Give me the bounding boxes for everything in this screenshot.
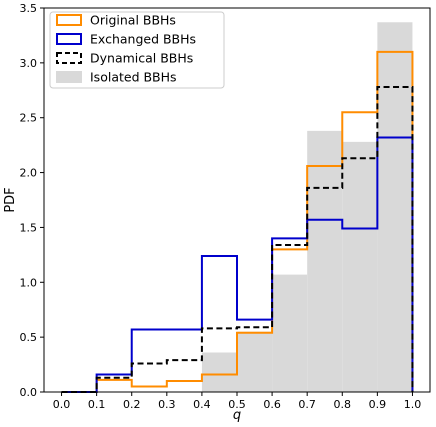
legend-label-exchanged-bbhs: Exchanged BBHs [90,32,196,47]
x-tick-label: 0.3 [158,398,176,411]
legend-box [49,11,225,89]
isolated-bar [307,130,343,392]
legend-label-dynamical-bbhs: Dynamical BBHs [90,51,193,66]
y-tick-label: 1.5 [20,221,38,234]
x-tick-label: 0.5 [228,398,246,411]
dynamical-bbhs-line [61,85,414,393]
legend-swatch-dynamical-bbhs [56,52,82,64]
y-tick-label: 2.5 [20,112,38,125]
legend-swatch-original-bbhs [56,14,82,26]
y-axis: 0.0 0.5 1.0 1.5 2.0 2.5 3.0 3.5 [20,2,44,399]
x-tick-label: 1.0 [404,398,422,411]
x-axis: 0.0 0.1 0.2 0.3 0.4 0.5 0.6 0.7 0.8 0.9 1.0 [53,392,421,411]
x-tick-label: 0.9 [369,398,387,411]
legend-label-original-bbhs: Original BBHs [90,13,176,28]
legend-swatch-isolated-bbhs [56,71,82,83]
y-tick-label: 0.5 [20,331,38,344]
x-tick-label: 0.7 [298,398,316,411]
y-tick-label: 1.0 [20,276,38,289]
x-tick-label: 0.8 [334,398,352,411]
x-axis-label: q [233,408,241,423]
isolated-bar [377,22,413,393]
y-tick-label: 0.0 [20,386,38,399]
isolated-bar [272,274,308,392]
legend-label-isolated-bbhs: Isolated BBHs [90,70,177,85]
isolated-bar [201,352,237,392]
legend: Original BBHs Exchanged BBHs Dynamical BBH… [49,11,225,89]
y-axis-label: PDF [3,187,18,212]
y-tick-label: 2.0 [20,167,38,180]
y-tick-label: 3.5 [20,2,38,15]
y-tick-label: 3.0 [20,57,38,70]
isolated-bar [237,331,273,392]
x-tick-label: 0.2 [123,398,141,411]
x-tick-label: 0.1 [88,398,106,411]
original-bbhs-line [61,50,414,393]
step-series-layer [61,50,414,393]
isolated-bar [342,141,378,392]
x-tick-label: 0.6 [263,398,281,411]
filled-series-layer [201,22,413,393]
legend-swatch-exchanged-bbhs [56,33,82,45]
x-tick-label: 0.4 [193,398,211,411]
x-tick-label: 0.0 [53,398,71,411]
